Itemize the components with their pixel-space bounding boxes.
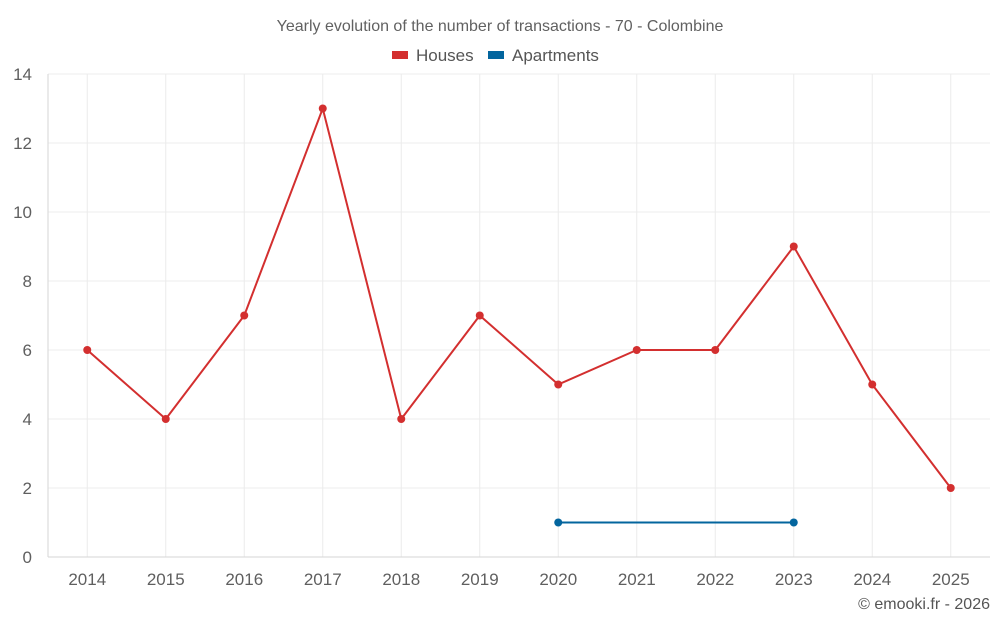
legend-label-houses: Houses — [416, 46, 474, 65]
data-point-houses-2019[interactable] — [475, 311, 484, 320]
legend-item-houses[interactable]: Houses — [392, 46, 474, 65]
data-point-houses-2021[interactable] — [632, 346, 641, 354]
x-tick-label: 2025 — [932, 570, 970, 589]
y-tick-label: 4 — [23, 410, 32, 429]
x-tick-label: 2018 — [382, 570, 420, 589]
y-tick-label: 10 — [13, 203, 32, 222]
x-tick-label: 2016 — [225, 570, 263, 589]
x-tick-label: 2020 — [539, 570, 577, 589]
y-tick-label: 2 — [23, 479, 32, 498]
data-point-houses-2018[interactable] — [397, 415, 406, 423]
x-tick-label: 2023 — [775, 570, 813, 589]
data-point-houses-2015[interactable] — [161, 415, 170, 423]
data-point-apartments-2020[interactable] — [554, 518, 563, 527]
grid-lines — [48, 73, 990, 557]
tick-labels: 0 2 4 6 8 10 12 14 2014 2015 2016 2017 2018 2019 2020 2… — [13, 65, 970, 589]
data-point-houses-2024[interactable] — [868, 380, 877, 389]
x-tick-label: 2017 — [304, 570, 342, 589]
data-point-houses-2023[interactable] — [789, 242, 798, 251]
x-tick-label: 2014 — [68, 570, 106, 589]
data-point-houses-2025[interactable] — [946, 484, 955, 492]
data-point-houses-2022[interactable] — [711, 346, 720, 354]
legend-item-apartments[interactable]: Apartments — [488, 46, 599, 65]
y-tick-label: 12 — [13, 134, 32, 153]
data-point-houses-2017[interactable] — [318, 104, 327, 113]
legend-swatch-apartments — [488, 51, 504, 59]
x-tick-label: 2024 — [853, 570, 891, 589]
x-tick-label: 2019 — [461, 570, 499, 589]
x-tick-label: 2022 — [696, 570, 734, 589]
y-tick-label: 14 — [13, 65, 32, 84]
y-tick-label: 6 — [23, 341, 32, 360]
data-point-houses-2016[interactable] — [240, 311, 249, 320]
legend-swatch-houses — [392, 51, 408, 59]
x-tick-label: 2021 — [618, 570, 656, 589]
data-point-houses-2014[interactable] — [83, 346, 92, 354]
data-point-apartments-2023[interactable] — [789, 518, 798, 527]
series-line-houses — [86, 107, 952, 489]
data-series — [83, 104, 955, 527]
copyright-text: © emooki.fr - 2026 — [858, 596, 990, 613]
y-tick-label: 8 — [23, 272, 32, 291]
legend-label-apartments: Apartments — [512, 46, 599, 65]
chart-title: Yearly evolution of the number of transa… — [277, 18, 724, 35]
data-point-houses-2020[interactable] — [554, 380, 563, 389]
x-tick-label: 2015 — [147, 570, 185, 589]
chart-legend: Houses Apartments — [392, 46, 599, 65]
axes — [47, 74, 990, 558]
y-tick-label: 0 — [23, 548, 32, 567]
